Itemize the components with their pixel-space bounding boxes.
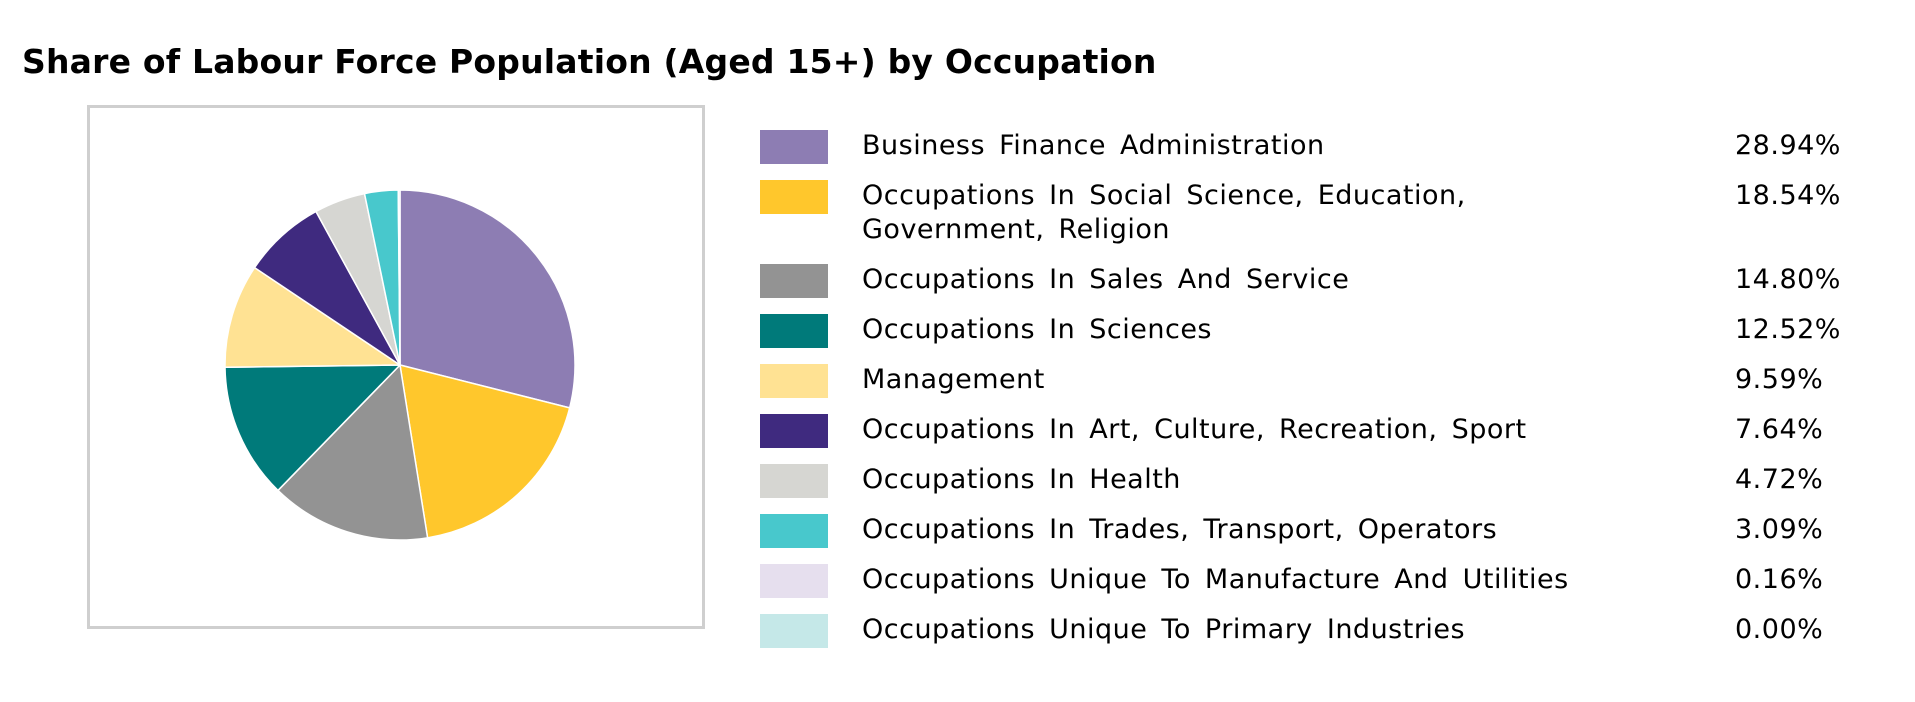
pie-slice-8 — [397, 189, 401, 366]
legend-swatch-0 — [760, 130, 828, 164]
legend-label-6: Occupations In Health — [862, 464, 1181, 495]
chart-title: Share of Labour Force Population (Aged 1… — [22, 42, 1157, 81]
legend-value-3: 12.52% — [1735, 314, 1841, 345]
legend-swatch-1 — [760, 180, 828, 214]
pie-slice-1 — [399, 364, 571, 539]
pie-slice-0 — [399, 189, 576, 409]
pie-slice-2 — [277, 364, 429, 541]
legend-swatch-7 — [760, 514, 828, 548]
legend-label-7: Occupations In Trades, Transport, Operat… — [862, 514, 1498, 545]
legend-swatch-2 — [760, 264, 828, 298]
legend-value-0: 28.94% — [1735, 130, 1841, 161]
legend-value-7: 3.09% — [1735, 514, 1824, 545]
legend-label-2: Occupations In Sales And Service — [862, 264, 1350, 295]
legend-swatch-6 — [760, 464, 828, 498]
legend-value-1: 18.54% — [1735, 180, 1841, 211]
legend-label-9: Occupations Unique To Primary Industries — [862, 614, 1466, 645]
legend-swatch-3 — [760, 314, 828, 348]
legend-label-4: Management — [862, 364, 1045, 395]
legend-value-6: 4.72% — [1735, 464, 1824, 495]
legend-swatch-8 — [760, 564, 828, 598]
pie-chart-frame — [87, 105, 705, 629]
pie-slice-3 — [224, 364, 401, 492]
legend-label-8: Occupations Unique To Manufacture And Ut… — [862, 564, 1569, 595]
legend-value-4: 9.59% — [1735, 364, 1824, 395]
legend-label-1: Occupations In Social Science, Education… — [862, 180, 1466, 245]
legend-value-8: 0.16% — [1735, 564, 1824, 595]
legend-label-0: Business Finance Administration — [862, 130, 1325, 161]
legend-swatch-4 — [760, 364, 828, 398]
legend-label-3: Occupations In Sciences — [862, 314, 1212, 345]
legend-value-5: 7.64% — [1735, 414, 1824, 445]
legend-value-2: 14.80% — [1735, 264, 1841, 295]
legend-value-9: 0.00% — [1735, 614, 1824, 645]
legend-swatch-9 — [760, 614, 828, 648]
pie-chart — [224, 189, 576, 541]
pie-slice-4 — [224, 266, 401, 368]
legend-swatch-5 — [760, 414, 828, 448]
legend-label-5: Occupations In Art, Culture, Recreation,… — [862, 414, 1527, 445]
